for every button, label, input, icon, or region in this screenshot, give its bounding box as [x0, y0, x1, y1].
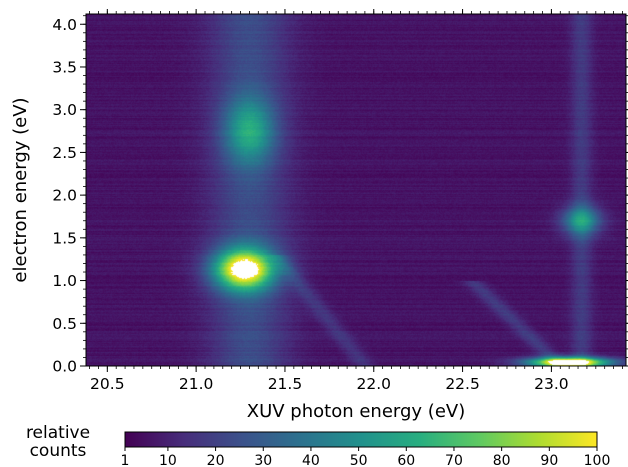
colorbar-gradient — [124, 431, 598, 448]
x-axis-label: XUV photon energy (eV) — [247, 401, 465, 422]
x-axis-ticks: 20.5 21.0 21.5 22.0 22.5 23.0 — [89, 9, 623, 393]
colorbar-tick-label: 50 — [350, 453, 368, 467]
colorbar-title-line-1: relative — [26, 423, 90, 443]
y-tick-label: 0.5 — [52, 315, 77, 333]
y-tick-label: 0.0 — [52, 358, 77, 376]
y-tick-label: 1.0 — [52, 272, 77, 290]
colorbar-tick-label: 10 — [159, 453, 177, 467]
colorbar-tick-label: 90 — [540, 453, 558, 467]
colorbar-title-line-2: counts — [30, 441, 87, 461]
colorbar: relative counts 1 10 20 30 40 50 60 70 80 90 100 — [26, 423, 610, 467]
heatmap-image — [86, 14, 626, 366]
y-axis-label: electron energy (eV) — [10, 97, 31, 282]
x-tick-label: 22.0 — [357, 375, 392, 393]
y-tick-label: 4.0 — [52, 16, 77, 34]
colorbar-tick-label: 20 — [207, 453, 225, 467]
x-tick-label: 22.5 — [445, 375, 480, 393]
x-tick-label: 23.0 — [534, 375, 569, 393]
x-tick-label: 20.5 — [90, 375, 125, 393]
colorbar-tick-label: 70 — [445, 453, 463, 467]
colorbar-tick-label: 80 — [493, 453, 511, 467]
y-axis-ticks: 0.0 0.5 1.0 1.5 2.0 2.5 3.0 3.5 4.0 — [52, 15, 628, 376]
x-tick-label: 21.5 — [268, 375, 303, 393]
colorbar-tick-label: 60 — [397, 453, 415, 467]
x-tick-label: 21.0 — [179, 375, 214, 393]
colorbar-tick-label: 30 — [254, 453, 272, 467]
colorbar-tick-label: 1 — [121, 453, 130, 467]
y-tick-label: 1.5 — [52, 229, 77, 247]
y-tick-label: 3.5 — [52, 58, 77, 76]
y-tick-label: 3.0 — [52, 101, 77, 119]
y-tick-label: 2.0 — [52, 187, 77, 205]
colorbar-tick-label: 40 — [302, 453, 320, 467]
y-tick-label: 2.5 — [52, 144, 77, 162]
colorbar-ticks: 1 10 20 30 40 50 60 70 80 90 100 — [121, 447, 611, 467]
colorbar-tick-label: 100 — [584, 453, 611, 467]
